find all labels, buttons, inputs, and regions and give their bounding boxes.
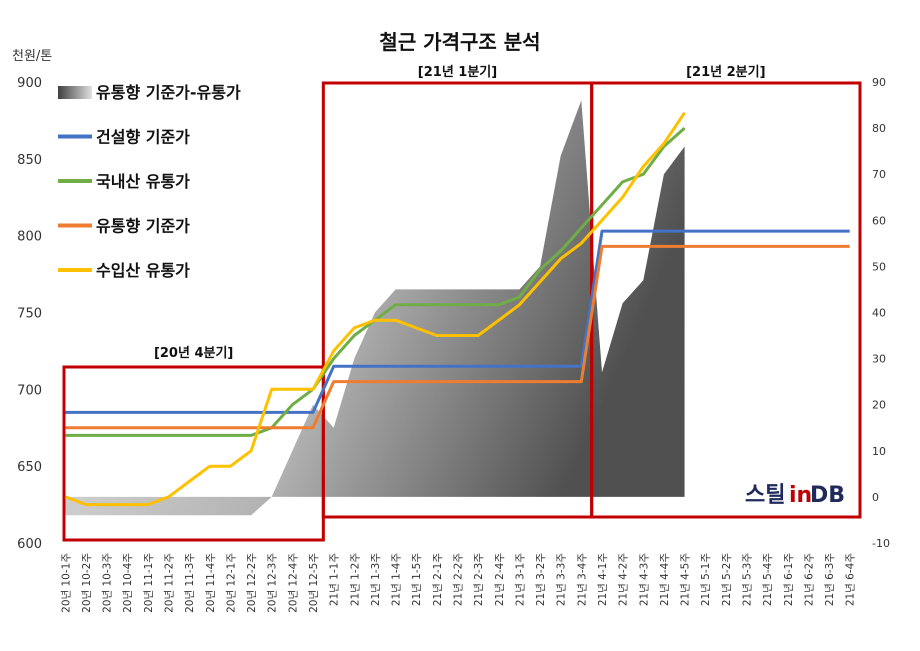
y2-tick-label: 70 bbox=[872, 168, 886, 181]
x-tick-label: 21년 3-2주 bbox=[535, 553, 547, 607]
logo-text-in: in bbox=[789, 483, 812, 508]
y-tick-label: 700 bbox=[17, 383, 42, 398]
y-tick-label: 650 bbox=[17, 460, 42, 475]
x-axis: 20년 10-1주 20년 10-2주 20년 10-3주 20년 10-4주 20년 … bbox=[60, 553, 856, 613]
x-tick-label: 21년 4-3주 bbox=[638, 553, 650, 607]
x-tick-label: 21년 1-1주 bbox=[329, 553, 341, 607]
y2-tick-label: 20 bbox=[872, 399, 886, 412]
x-tick-label: 20년 11-4주 bbox=[205, 553, 217, 613]
x-tick-label: 20년 12-1주 bbox=[225, 553, 237, 613]
x-tick-label: 20년 10-1주 bbox=[60, 553, 72, 613]
x-tick-label: 21년 4-2주 bbox=[618, 553, 630, 607]
x-tick-label: 20년 10-3주 bbox=[102, 553, 114, 613]
logo-text-db: DB bbox=[810, 483, 845, 508]
y2-tick-label: 0 bbox=[872, 491, 879, 504]
chart-title: 철근 가격구조 분석 bbox=[379, 30, 540, 54]
y2-tick-label: 50 bbox=[872, 260, 886, 273]
x-tick-label: 20년 12-5주 bbox=[308, 553, 320, 613]
logo-text-steel: 스틸 bbox=[745, 483, 785, 508]
period-label-2: [21년 2분기] bbox=[686, 65, 765, 80]
y-tick-label: 750 bbox=[17, 307, 42, 322]
x-tick-label: 21년 4-4주 bbox=[659, 553, 671, 607]
y2-tick-label: -10 bbox=[872, 537, 890, 550]
x-tick-label: 20년 12-2주 bbox=[246, 553, 258, 613]
y-tick-label: 800 bbox=[17, 230, 42, 245]
x-tick-label: 21년 1-2주 bbox=[349, 553, 361, 607]
x-tick-label: 21년 1-5주 bbox=[411, 553, 423, 607]
y-tick-label: 900 bbox=[17, 76, 42, 91]
x-tick-label: 21년 4-1주 bbox=[597, 553, 609, 607]
x-tick-label: 20년 10-2주 bbox=[81, 553, 93, 613]
x-tick-label: 21년 6-4주 bbox=[845, 553, 857, 607]
x-tick-label: 21년 2-3주 bbox=[473, 553, 485, 607]
x-tick-label: 20년 11-2주 bbox=[164, 553, 176, 613]
x-tick-label: 21년 2-4주 bbox=[494, 553, 506, 607]
x-tick-label: 21년 3-3주 bbox=[556, 553, 568, 607]
x-tick-label: 21년 5-1주 bbox=[700, 553, 712, 607]
y2-tick-label: 10 bbox=[872, 445, 886, 458]
legend-label-1: 건설향 기준가 bbox=[96, 128, 190, 147]
y-tick-label: 850 bbox=[17, 153, 42, 168]
x-tick-label: 21년 4-5주 bbox=[680, 553, 692, 607]
line-layer bbox=[64, 111, 850, 507]
y2-tick-label: 90 bbox=[872, 76, 886, 89]
y2-tick-label: 40 bbox=[872, 307, 886, 320]
x-tick-label: 21년 5-4주 bbox=[762, 553, 774, 607]
series-line-4 bbox=[64, 111, 686, 507]
series-line-3 bbox=[65, 244, 850, 430]
x-tick-label: 20년 11-1주 bbox=[143, 553, 155, 613]
y-axis: 600 650 700 750 800 850 900 bbox=[17, 76, 42, 552]
x-tick-label: 20년 12-3주 bbox=[267, 553, 279, 613]
legend-label-0: 유통향 기준가-유통가 bbox=[96, 83, 241, 102]
y-tick-label: 600 bbox=[17, 537, 42, 552]
y2-tick-label: 30 bbox=[872, 353, 886, 366]
series-line-1 bbox=[65, 229, 850, 414]
y-axis-unit-label: 천원/톤 bbox=[12, 49, 52, 64]
x-tick-label: 21년 1-4주 bbox=[391, 553, 403, 607]
y2-axis: -10 0 10 20 30 40 50 60 70 80 90 bbox=[872, 76, 890, 550]
steelin-db-logo: 스틸 in DB bbox=[745, 483, 845, 508]
legend-label-3: 유통향 기준가 bbox=[96, 217, 190, 236]
x-tick-label: 21년 6-2주 bbox=[803, 553, 815, 607]
series-area-0 bbox=[65, 100, 685, 516]
x-tick-label: 20년 11-3주 bbox=[184, 553, 196, 613]
x-tick-label: 21년 6-1주 bbox=[783, 553, 795, 607]
x-tick-label: 21년 6-3주 bbox=[824, 553, 836, 607]
period-label-1: [21년 1분기] bbox=[418, 65, 497, 80]
legend-swatch-0 bbox=[58, 86, 92, 99]
x-tick-label: 21년 2-1주 bbox=[432, 553, 444, 607]
x-tick-label: 21년 2-2주 bbox=[453, 553, 465, 607]
x-tick-label: 20년 10-4주 bbox=[122, 553, 134, 613]
x-tick-label: 21년 5-2주 bbox=[721, 553, 733, 607]
y2-tick-label: 60 bbox=[872, 214, 886, 227]
x-tick-label: 21년 5-3주 bbox=[741, 553, 753, 607]
legend-label-4: 수입산 유통가 bbox=[96, 261, 190, 280]
x-tick-label: 21년 1-3주 bbox=[370, 553, 382, 607]
x-tick-label: 21년 3-4주 bbox=[576, 553, 588, 607]
x-tick-label: 20년 12-4주 bbox=[287, 553, 299, 613]
y2-tick-label: 80 bbox=[872, 122, 886, 135]
period-label-0: [20년 4분기] bbox=[154, 346, 233, 361]
area-layer bbox=[65, 100, 685, 516]
x-tick-label: 21년 3-1주 bbox=[514, 553, 526, 607]
legend-label-2: 국내산 유통가 bbox=[96, 172, 190, 191]
